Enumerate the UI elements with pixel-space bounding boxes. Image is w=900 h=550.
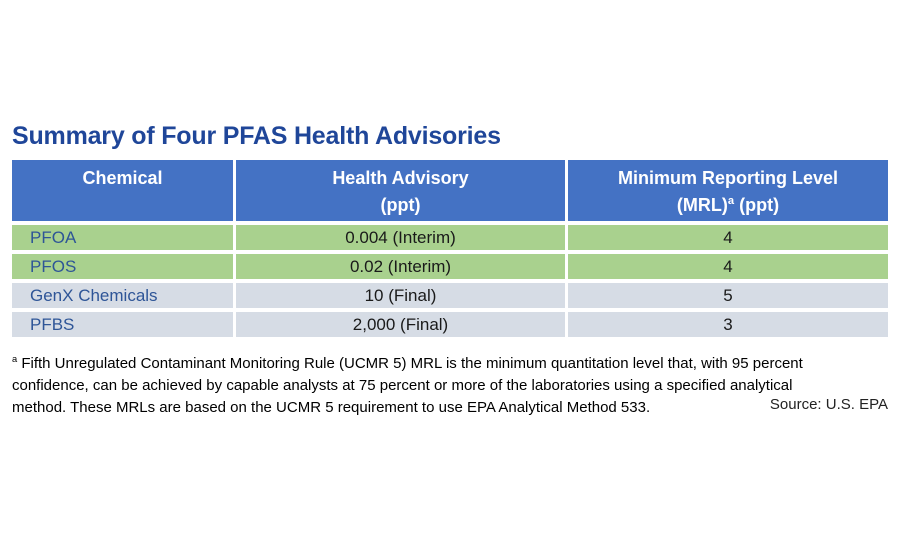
footnote-marker: a xyxy=(12,354,18,364)
health-advisory-cell: 0.004 (Interim) xyxy=(236,225,565,250)
source-label: Source: U.S. EPA xyxy=(769,396,888,413)
header-cell-chemical: Chemical xyxy=(12,160,233,221)
mrl-unit: (ppt) xyxy=(734,195,780,215)
page-title: Summary of Four PFAS Health Advisories xyxy=(12,122,501,150)
table-row: PFBS 2,000 (Final) 3 xyxy=(12,312,888,337)
table-header-row: Chemical Health Advisory (ppt) Minimum R… xyxy=(12,160,888,221)
table-row: GenX Chemicals 10 (Final) 5 xyxy=(12,283,888,308)
health-advisory-cell: 10 (Final) xyxy=(236,283,565,308)
header-health-advisory-line1: Health Advisory xyxy=(332,168,469,188)
mrl-cell: 4 xyxy=(568,225,888,250)
chemical-cell: PFOS xyxy=(12,254,233,279)
header-mrl-line1: Minimum Reporting Level xyxy=(617,168,839,188)
mrl-cell: 4 xyxy=(568,254,888,279)
mrl-footnote-marker: a xyxy=(727,195,735,207)
chemical-cell: PFBS xyxy=(12,312,233,337)
header-chemical-label: Chemical xyxy=(82,168,163,188)
health-advisory-cell: 2,000 (Final) xyxy=(236,312,565,337)
chemical-cell: GenX Chemicals xyxy=(12,283,233,308)
pfas-advisories-table: Chemical Health Advisory (ppt) Minimum R… xyxy=(12,160,888,337)
table-row: PFOS 0.02 (Interim) 4 xyxy=(12,254,888,279)
header-cell-health-advisory: Health Advisory (ppt) xyxy=(236,160,565,221)
footnote-text: Fifth Unregulated Contaminant Monitoring… xyxy=(12,355,803,416)
header-health-advisory-line2: (ppt) xyxy=(380,195,421,215)
header-mrl-line2: (MRL)a (ppt) xyxy=(568,192,888,219)
mrl-cell: 3 xyxy=(568,312,888,337)
mrl-abbrev: (MRL) xyxy=(676,195,728,215)
table-row: PFOA 0.004 (Interim) 4 xyxy=(12,225,888,250)
mrl-cell: 5 xyxy=(568,283,888,308)
header-cell-mrl: Minimum Reporting Level (MRL)a (ppt) xyxy=(568,160,888,221)
health-advisory-cell: 0.02 (Interim) xyxy=(236,254,565,279)
chemical-cell: PFOA xyxy=(12,225,233,250)
footnote: a Fifth Unregulated Contaminant Monitori… xyxy=(12,353,814,419)
